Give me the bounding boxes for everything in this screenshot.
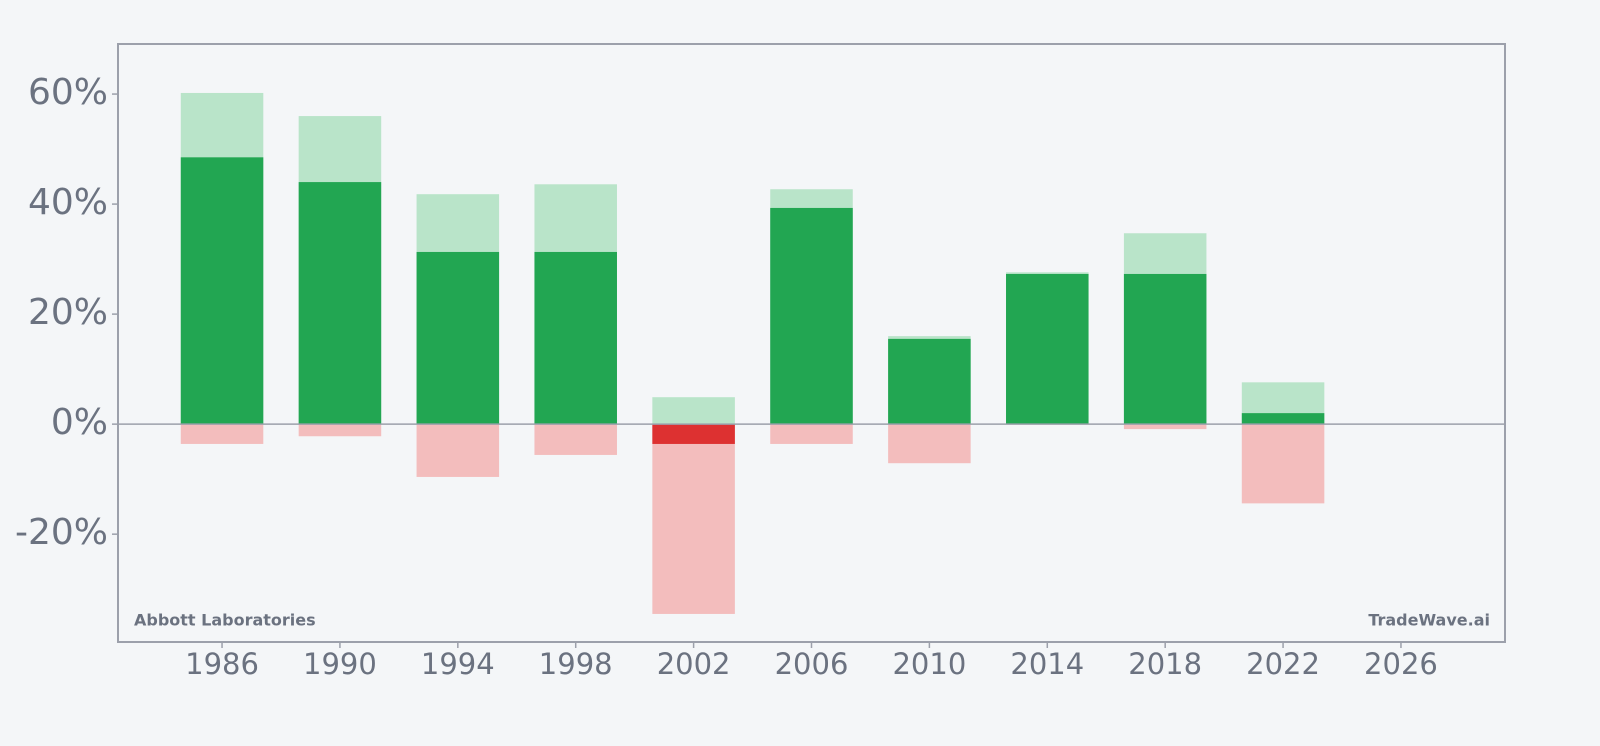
y-tick-label: 0%: [51, 402, 108, 443]
return-bar: [534, 251, 617, 425]
return-bar: [888, 338, 971, 425]
low-bar: [1123, 424, 1207, 430]
low-bar: [416, 424, 500, 477]
return-bar: [416, 251, 500, 425]
x-tick-label: 2002: [657, 647, 731, 681]
x-tick-label: 2014: [1010, 647, 1084, 681]
y-tick-label: 20%: [28, 292, 108, 333]
y-tick-label: 40%: [28, 182, 108, 223]
return-bar: [1241, 413, 1325, 425]
y-tick-label: -20%: [15, 512, 108, 553]
x-tick-label: 1986: [185, 647, 259, 681]
x-tick-label: 2010: [892, 647, 966, 681]
watermark: TradeWave.ai: [1368, 611, 1490, 630]
low-bar: [652, 424, 735, 614]
high-bar: [652, 397, 735, 425]
return-bar: [770, 207, 853, 425]
company-label: Abbott Laboratories: [134, 611, 316, 630]
x-tick-label: 2022: [1246, 647, 1320, 681]
low-bar: [534, 424, 617, 455]
low-bar: [180, 424, 264, 444]
x-tick-label: 1998: [539, 647, 613, 681]
return-bar: [652, 424, 735, 444]
return-bar: [180, 157, 264, 425]
low-bar: [888, 424, 971, 464]
y-tick-label: 60%: [28, 72, 108, 113]
return-bar: [298, 182, 382, 425]
low-bar: [1241, 424, 1325, 504]
return-bar: [1006, 273, 1089, 425]
x-tick-label: 1990: [303, 647, 377, 681]
low-bar: [298, 424, 382, 437]
x-tick-label: 2006: [775, 647, 849, 681]
x-tick-label: 2018: [1128, 647, 1202, 681]
low-bar: [770, 424, 853, 444]
x-tick-label: 2026: [1364, 647, 1438, 681]
x-tick-label: 1994: [421, 647, 495, 681]
return-bar: [1123, 273, 1207, 425]
